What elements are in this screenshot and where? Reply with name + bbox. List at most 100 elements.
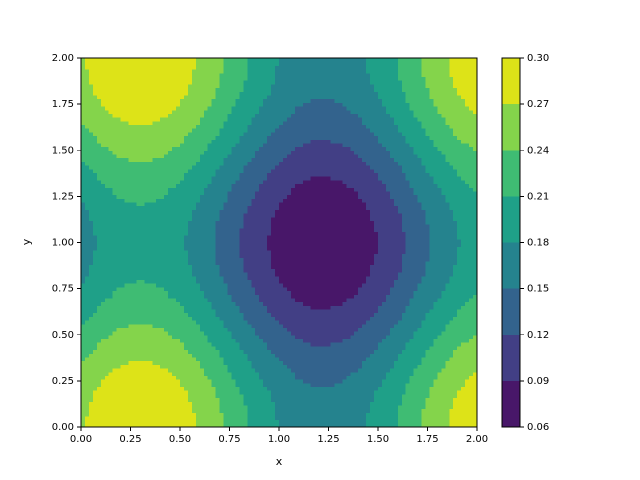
contour-cell	[306, 268, 312, 273]
contour-cell	[358, 419, 363, 424]
contour-cell	[310, 423, 316, 428]
contour-cell	[338, 367, 343, 373]
contour-cell	[437, 249, 442, 255]
contour-cell	[453, 246, 458, 251]
contour-cell	[401, 290, 407, 295]
contour-cell	[219, 290, 225, 295]
contour-cell	[409, 301, 415, 306]
contour-cell	[263, 415, 268, 421]
contour-cell	[465, 331, 470, 336]
contour-cell	[84, 379, 90, 384]
contour-cell	[267, 408, 272, 413]
contour-cell	[465, 342, 470, 347]
contour-cell	[381, 294, 387, 299]
contour-cell	[203, 308, 209, 314]
contour-cell	[207, 393, 213, 399]
contour-cell	[168, 283, 173, 288]
contour-cell	[298, 319, 304, 325]
contour-cell	[104, 386, 110, 391]
contour-cell	[203, 393, 209, 399]
contour-cell	[286, 386, 292, 391]
contour-cell	[374, 334, 379, 340]
contour-cell	[282, 345, 288, 351]
contour-cell	[219, 349, 225, 354]
contour-cell	[160, 286, 165, 292]
contour-cell	[120, 412, 126, 417]
contour-cell	[322, 246, 328, 251]
contour-cell	[378, 253, 383, 258]
contour-cell	[429, 412, 435, 417]
contour-cell	[223, 242, 229, 247]
contour-cell	[180, 356, 185, 362]
contour-cell	[207, 397, 213, 402]
contour-cell	[183, 367, 189, 373]
contour-cell	[445, 279, 450, 284]
contour-cell	[180, 360, 185, 365]
contour-cell	[362, 308, 367, 314]
contour-cell	[239, 364, 244, 369]
contour-cell	[164, 290, 169, 295]
contour-cell	[104, 379, 110, 384]
contour-cell	[358, 360, 363, 365]
contour-cell	[449, 419, 454, 424]
contour-cell	[437, 297, 442, 303]
contour-cell	[116, 367, 122, 373]
contour-cell	[180, 290, 185, 295]
contour-cell	[322, 242, 328, 247]
contour-cell	[275, 253, 280, 258]
contour-cell	[172, 249, 177, 255]
contour-cell	[330, 308, 336, 314]
contour-cell	[215, 375, 221, 380]
contour-cell	[354, 401, 359, 406]
contour-cell	[366, 386, 371, 391]
contour-cell	[251, 275, 256, 280]
contour-cell	[429, 390, 435, 395]
contour-cell	[354, 312, 359, 317]
contour-cell	[120, 375, 126, 380]
contour-cell	[421, 268, 427, 273]
contour-cell	[310, 401, 316, 406]
contour-cell	[243, 345, 248, 351]
contour-cell	[298, 253, 304, 258]
contour-cell	[215, 279, 221, 284]
contour-cell	[104, 283, 110, 288]
contour-cell	[187, 379, 193, 384]
contour-cell	[267, 249, 272, 255]
contour-cell	[306, 283, 312, 288]
contour-cell	[148, 371, 153, 376]
contour-cell	[84, 312, 90, 317]
contour-cell	[374, 379, 379, 384]
contour-cell	[286, 319, 292, 325]
contour-cell	[136, 249, 141, 255]
contour-cell	[326, 294, 332, 299]
contour-cell	[314, 360, 320, 365]
contour-cell	[168, 423, 173, 428]
contour-cell	[457, 342, 462, 347]
contour-cell	[207, 260, 213, 266]
contour-cell	[263, 260, 268, 266]
contour-cell	[267, 257, 272, 262]
contour-cell	[473, 334, 478, 340]
contour-cell	[100, 401, 106, 406]
contour-cell	[389, 386, 395, 391]
contour-cell	[160, 401, 165, 406]
contour-cell	[164, 264, 169, 269]
contour-cell	[453, 423, 458, 428]
contour-cell	[445, 294, 450, 299]
contour-cell	[279, 301, 284, 306]
contour-cell	[223, 319, 229, 325]
contour-cell	[322, 338, 328, 343]
contour-cell	[433, 345, 438, 351]
contour-cell	[457, 382, 462, 388]
contour-cell	[187, 268, 193, 273]
contour-cell	[100, 246, 106, 251]
contour-cell	[294, 246, 300, 251]
contour-cell	[255, 360, 260, 365]
contour-cell	[286, 367, 292, 373]
contour-cell	[441, 253, 446, 258]
contour-cell	[294, 379, 300, 384]
contour-cell	[445, 353, 450, 358]
contour-cell	[465, 286, 470, 292]
contour-cell	[429, 423, 435, 428]
contour-cell	[239, 272, 244, 277]
